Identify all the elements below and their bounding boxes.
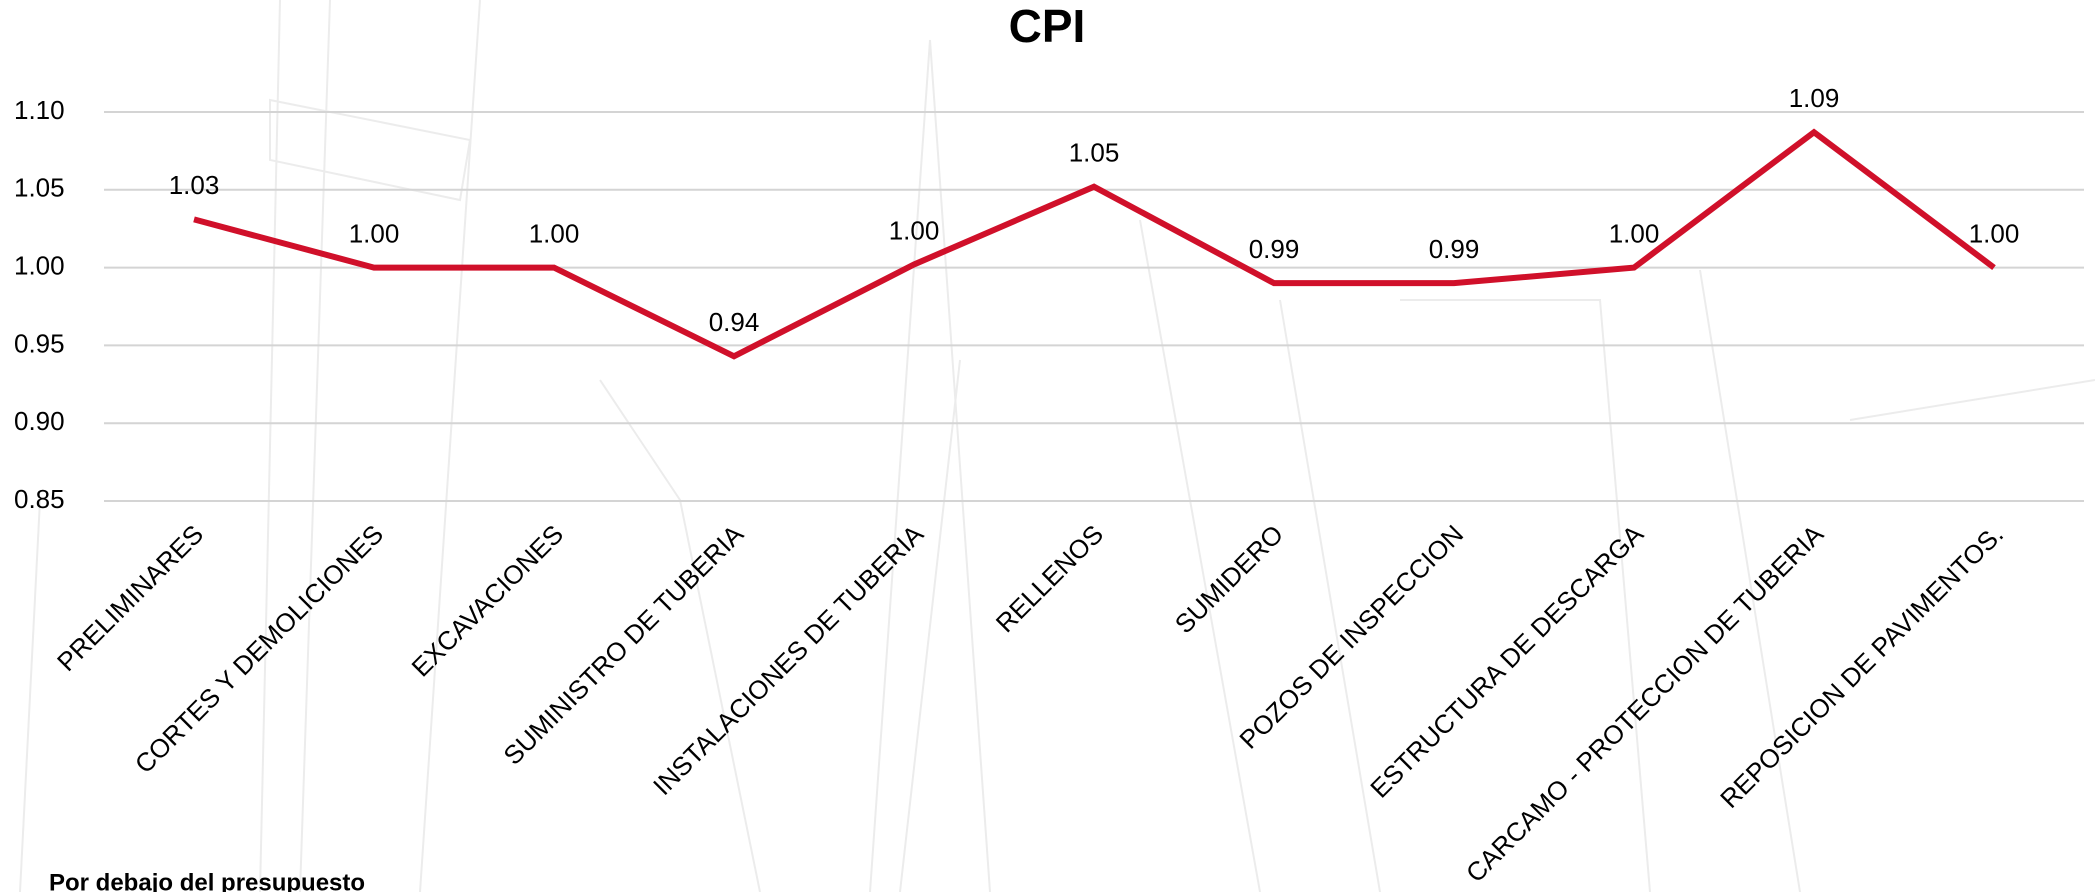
y-tick-label: 1.05 <box>14 173 65 203</box>
data-label: 1.09 <box>1789 83 1840 113</box>
y-tick-label: 0.95 <box>14 328 65 358</box>
data-label: 1.00 <box>1969 218 2020 248</box>
x-tick-label: SUMIDERO <box>1169 519 1289 639</box>
x-tick-label: RELLENOS <box>990 519 1109 638</box>
data-label: 1.03 <box>169 170 220 200</box>
y-tick-label: 1.10 <box>14 95 65 125</box>
data-label: 1.00 <box>349 218 400 248</box>
y-tick-label: 0.90 <box>14 406 65 436</box>
data-label: 0.99 <box>1429 234 1480 264</box>
chart-title: CPI <box>1009 0 1086 52</box>
data-label: 1.00 <box>529 218 580 248</box>
x-tick-label: EXCAVACIONES <box>406 519 570 683</box>
data-label: 1.00 <box>889 215 940 245</box>
y-tick-label: 0.85 <box>14 484 65 514</box>
x-tick-label: REPOSICION DE PAVIMENTOS. <box>1714 519 2009 814</box>
data-label: 1.05 <box>1069 138 1120 168</box>
data-label: 0.99 <box>1249 234 1300 264</box>
data-label: 0.94 <box>709 307 760 337</box>
data-label: 1.00 <box>1609 218 1660 248</box>
data-line <box>193 128 1996 360</box>
annotation: Por debajo del presupuesto <box>49 869 365 892</box>
y-tick-label: 1.00 <box>14 250 65 280</box>
x-tick-label: PRELIMINARES <box>51 519 209 677</box>
